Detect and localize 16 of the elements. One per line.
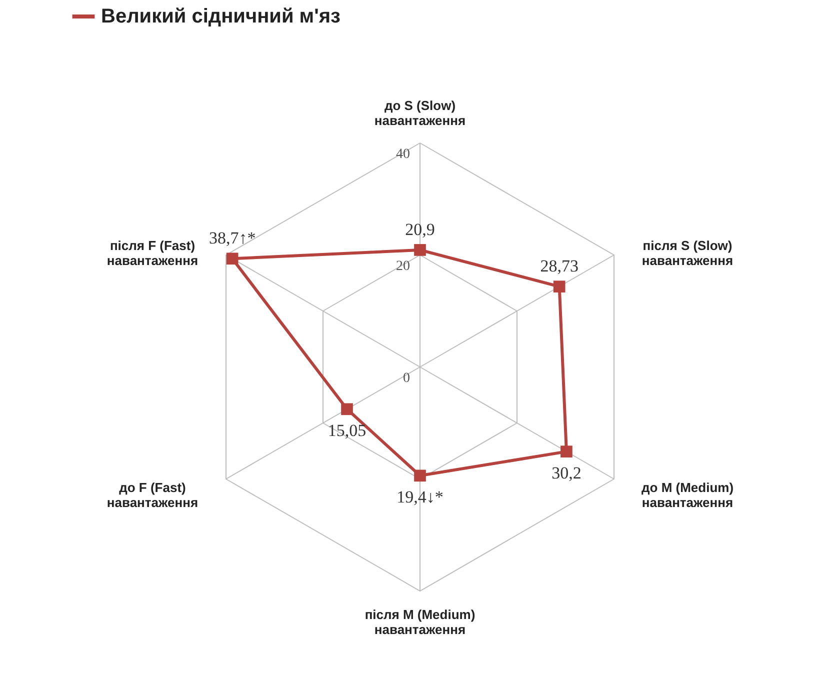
data-label: 30,2: [552, 464, 582, 483]
spoke-label: після F (Fast) навантаження: [106, 238, 198, 268]
y-tick-label: 40: [396, 147, 410, 162]
data-label: 19,4↓*: [396, 488, 444, 507]
spoke-label: до S (Slow) навантаження: [374, 98, 466, 128]
data-label: 38,7↑*: [208, 228, 256, 248]
legend-label: Великий сідничний м'яз: [101, 6, 341, 28]
y-tick-label: 0: [403, 371, 410, 386]
data-label: 28,73: [540, 256, 578, 276]
spoke-label: після M (Medium) навантаження: [364, 606, 476, 637]
spoke-label: після S (Slow) навантаження: [642, 238, 734, 268]
spoke-label: до M (Medium) навантаження: [642, 480, 734, 510]
y-tick-label: 20: [396, 259, 410, 274]
data-label: 15,05: [328, 421, 366, 440]
data-label: 20,9: [405, 220, 435, 239]
spoke-label: до F (Fast) навантаження: [106, 480, 198, 510]
